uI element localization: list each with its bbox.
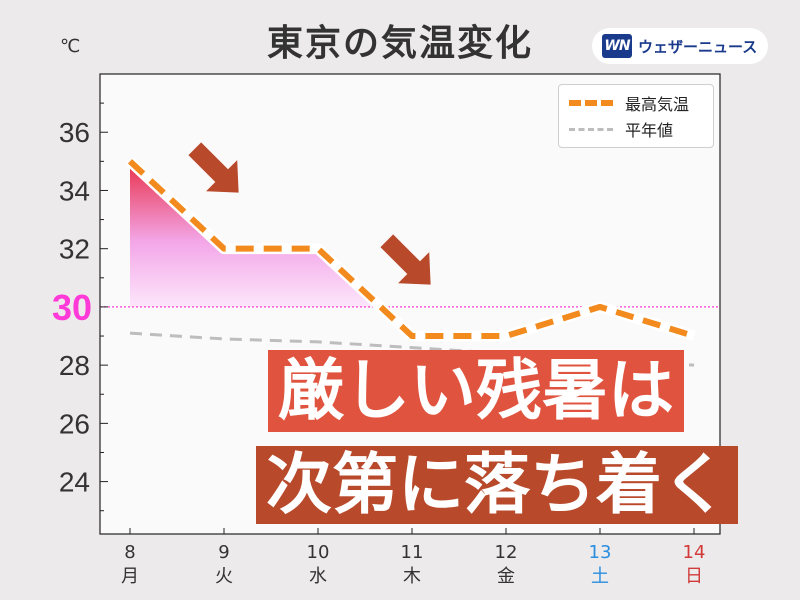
- x-tick-label-weekday: 火: [215, 566, 233, 587]
- brand-logo: WN ウェザーニュース: [592, 28, 768, 64]
- x-tick-label-day: 9: [218, 542, 229, 563]
- x-tick-label-day: 14: [683, 542, 706, 563]
- x-tick-label-day: 8: [124, 542, 135, 563]
- legend-item-avg: 平年値: [559, 117, 713, 141]
- y-tick-label: 32: [59, 234, 90, 265]
- down-arrow-icon: [380, 234, 431, 285]
- legend-swatch-max: [569, 100, 613, 106]
- headline-line-1: 厳しい残暑は: [268, 350, 684, 432]
- heat-shade-area: [130, 161, 381, 307]
- x-tick-label-day: 13: [589, 542, 612, 563]
- x-tick-label-weekday: 日: [685, 566, 703, 587]
- x-tick-label-weekday: 木: [403, 566, 421, 587]
- down-arrow-icon: [188, 142, 239, 193]
- legend-label-max: 最高気温: [625, 95, 690, 114]
- legend: 最高気温 平年値: [558, 84, 714, 148]
- y-tick-label: 28: [59, 350, 90, 381]
- x-tick-label-weekday: 金: [497, 566, 515, 587]
- y-tick-label: 36: [59, 117, 90, 148]
- threshold-label: 30: [52, 287, 92, 328]
- brand-mark-icon: WN: [602, 34, 632, 58]
- y-axis-unit: ℃: [60, 36, 81, 57]
- y-tick-label: 26: [59, 408, 90, 439]
- x-tick-label-weekday: 月: [121, 566, 139, 587]
- headline-line-2: 次第に落ち着く: [256, 446, 738, 524]
- brand-text: ウェザーニュース: [638, 37, 758, 56]
- legend-swatch-avg: [569, 127, 613, 131]
- x-tick-label-day: 12: [495, 542, 518, 563]
- legend-item-max: 最高気温: [559, 91, 713, 115]
- x-tick-label-day: 10: [307, 542, 330, 563]
- x-tick-label-weekday: 土: [591, 566, 609, 587]
- legend-label-avg: 平年値: [625, 121, 674, 140]
- y-tick-label: 34: [59, 175, 90, 206]
- chart-title: 東京の気温変化: [266, 23, 533, 64]
- x-tick-label-day: 11: [401, 542, 424, 563]
- y-tick-label: 24: [59, 467, 90, 498]
- x-tick-label-weekday: 水: [309, 566, 327, 587]
